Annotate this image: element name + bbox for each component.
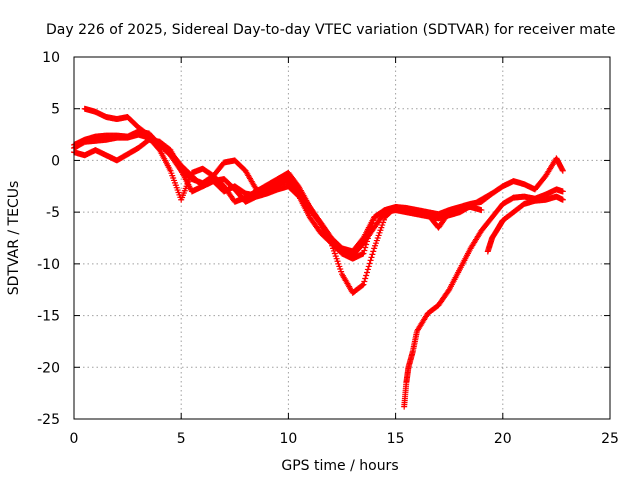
- y-tick-label: 0: [51, 153, 60, 169]
- x-tick-label: 25: [601, 431, 619, 447]
- data-point: [370, 217, 377, 224]
- data-point: [489, 190, 496, 197]
- series-track-f: [484, 193, 566, 255]
- data-point: [364, 269, 371, 276]
- data-point: [392, 203, 399, 210]
- data-point: [359, 282, 366, 289]
- data-point: [360, 281, 367, 288]
- data-point: [559, 167, 566, 174]
- data-series: [71, 105, 566, 410]
- y-tick-label: -25: [37, 412, 60, 428]
- x-tick-label: 5: [177, 431, 186, 447]
- y-tick-label: 10: [42, 50, 60, 66]
- data-point: [370, 248, 377, 255]
- x-tick-label: 15: [387, 431, 405, 447]
- x-tick-label: 20: [494, 431, 512, 447]
- data-point: [361, 247, 368, 254]
- y-tick-label: -5: [46, 205, 60, 221]
- series-track-e: [401, 186, 566, 410]
- y-axis-label: SDTVAR / TECUs: [6, 181, 22, 296]
- data-point: [363, 272, 370, 279]
- x-tick-label: 10: [279, 431, 297, 447]
- data-point: [559, 188, 566, 195]
- data-point: [367, 257, 374, 264]
- data-point: [361, 278, 368, 285]
- data-point: [368, 254, 375, 261]
- chart-title: Day 226 of 2025, Sidereal Day-to-day VTE…: [46, 22, 616, 38]
- data-point: [391, 204, 398, 211]
- series-track-d: [71, 131, 399, 296]
- x-tick-label: 0: [70, 431, 79, 447]
- plot-frame: [73, 56, 611, 420]
- grid: [74, 57, 610, 419]
- data-point: [364, 266, 371, 273]
- data-point: [366, 260, 373, 267]
- y-tick-label: 5: [51, 102, 60, 118]
- x-axis-label: GPS time / hours: [281, 458, 398, 474]
- axis-ticks: 0 5 10 15 20 25 -25 -20 -15 -10 -5 0 5 10: [37, 50, 619, 447]
- data-point: [365, 263, 372, 270]
- data-point: [369, 251, 376, 258]
- data-point: [559, 196, 566, 203]
- y-tick-label: -15: [37, 309, 60, 325]
- data-point: [360, 250, 367, 257]
- data-point: [362, 244, 369, 251]
- data-point: [362, 275, 369, 282]
- y-tick-label: -10: [37, 257, 60, 273]
- y-tick-label: -20: [37, 360, 60, 376]
- data-point: [478, 207, 485, 214]
- data-point: [445, 288, 452, 295]
